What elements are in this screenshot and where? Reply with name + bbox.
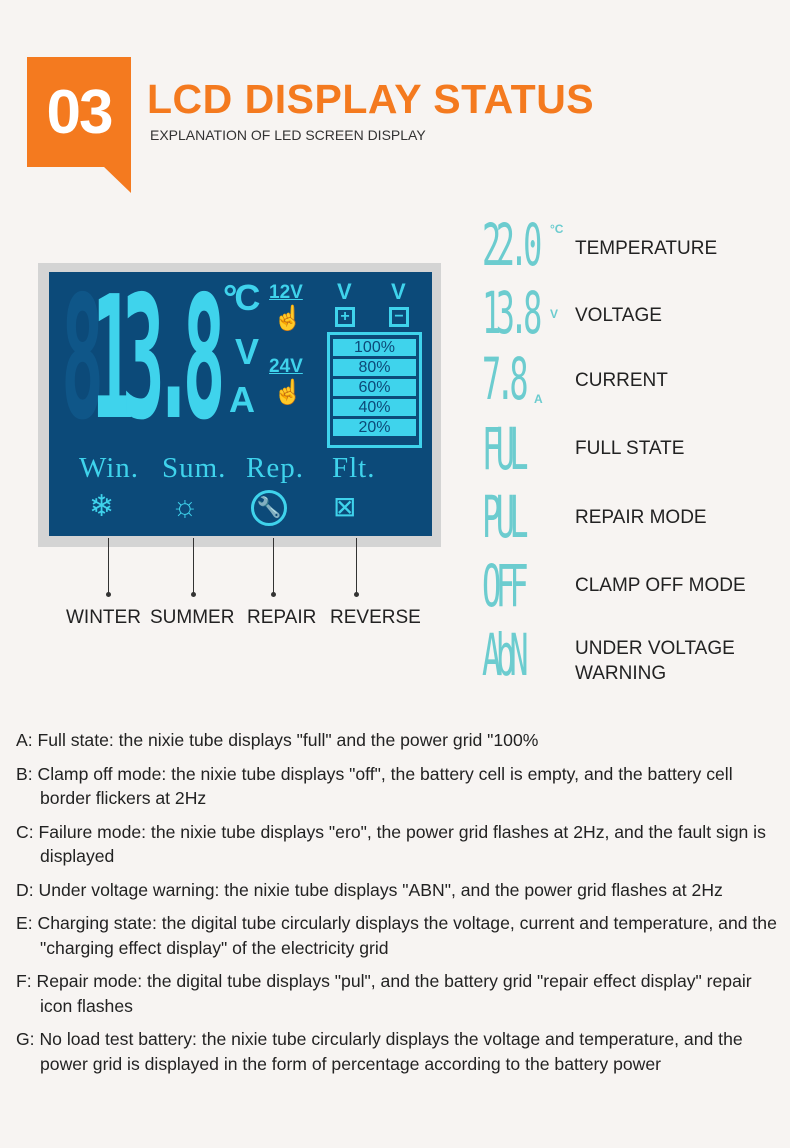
voltage-12v: 12V	[269, 282, 303, 303]
section-number-badge: 03	[27, 57, 131, 167]
state-label: VOLTAGE	[575, 305, 662, 326]
callout-line	[273, 538, 274, 594]
note-item: A: Full state: the nixie tube displays "…	[16, 730, 539, 750]
segment-off: OFF	[482, 552, 529, 620]
note-item: G: No load test battery: the nixie tube …	[16, 1029, 743, 1074]
segment-repair: PUL	[482, 483, 529, 551]
label-summer: SUMMER	[150, 607, 235, 628]
segment-temperature: 22.0	[482, 211, 542, 279]
note-item: F: Repair mode: the digital tube display…	[16, 971, 752, 1016]
note-item: D: Under voltage warning: the nixie tube…	[16, 879, 723, 900]
sun-icon: ☼	[171, 490, 199, 523]
unit-amp: A	[229, 379, 255, 420]
segment-full: FUL	[482, 415, 529, 483]
lcd-panel: 813.8 °C V A 12V ☝ 24V ☝ V V + − 100% 80…	[38, 263, 441, 547]
mode-summer-label: Sum.	[162, 452, 227, 484]
state-label: CLAMP OFF MODE	[575, 575, 746, 596]
hand-pointer-icon: ☝	[273, 305, 303, 332]
mode-repair-label: Rep.	[246, 452, 304, 484]
state-label: REPAIR MODE	[575, 507, 707, 528]
battery-grid: 100% 80% 60% 40% 20%	[327, 332, 422, 448]
state-label: UNDER VOLTAGE WARNING	[575, 638, 735, 684]
callout-line	[356, 538, 357, 594]
segment-unit: °C	[550, 222, 564, 236]
lcd-screen: 813.8 °C V A 12V ☝ 24V ☝ V V + − 100% 80…	[49, 272, 432, 536]
battery-crossed-icon: ⊠	[333, 491, 357, 522]
voltage-24v: 24V	[269, 356, 303, 377]
snowflake-icon: ❄	[89, 490, 115, 523]
lcd-digits: 813.8	[61, 260, 226, 458]
callout-line	[108, 538, 109, 594]
wrench-icon: 🔧	[251, 490, 287, 526]
state-label: CURRENT	[575, 370, 668, 391]
clamp-icon: V	[337, 279, 352, 304]
terminal-minus: −	[389, 307, 409, 327]
note-item: E: Charging state: the digital tube circ…	[16, 913, 777, 958]
label-reverse: REVERSE	[330, 607, 421, 628]
state-label: TEMPERATURE	[575, 238, 718, 259]
battery-cell: 40%	[332, 398, 417, 417]
label-repair: REPAIR	[247, 607, 317, 628]
callout-dot	[191, 592, 196, 597]
callout-dot	[271, 592, 276, 597]
label-winter: WINTER	[66, 607, 141, 628]
state-label: FULL STATE	[575, 438, 685, 459]
mode-winter-label: Win.	[79, 452, 140, 484]
terminal-plus: +	[335, 307, 355, 327]
callout-dot	[354, 592, 359, 597]
segment-voltage: 13.8	[482, 279, 542, 347]
segment-unit: A	[534, 392, 543, 406]
note-item: B: Clamp off mode: the nixie tube displa…	[16, 763, 733, 809]
page-title: LCD DISPLAY STATUS	[147, 76, 595, 122]
page-subtitle: EXPLANATION OF LED SCREEN DISPLAY	[150, 127, 426, 143]
battery-cell: 60%	[332, 378, 417, 397]
unit-volt: V	[235, 331, 260, 372]
mode-float-label: Flt.	[332, 452, 376, 484]
battery-cell: 20%	[332, 418, 417, 437]
note-item: C: Failure mode: the nixie tube displays…	[16, 821, 766, 867]
badge-tail	[103, 166, 131, 193]
battery-cell: 80%	[332, 358, 417, 377]
segment-abn: AbN	[482, 621, 529, 689]
battery-cell: 100%	[332, 338, 417, 357]
unit-celsius: °C	[223, 277, 260, 318]
hand-pointer-icon: ☝	[273, 379, 303, 406]
notes-list: A: Full state: the nixie tube displays "…	[16, 728, 786, 1085]
segment-current: 7.8	[482, 345, 529, 413]
segment-unit: V	[550, 307, 559, 321]
callout-line	[193, 538, 194, 594]
callout-dot	[106, 592, 111, 597]
clamp-icon: V	[391, 279, 406, 304]
